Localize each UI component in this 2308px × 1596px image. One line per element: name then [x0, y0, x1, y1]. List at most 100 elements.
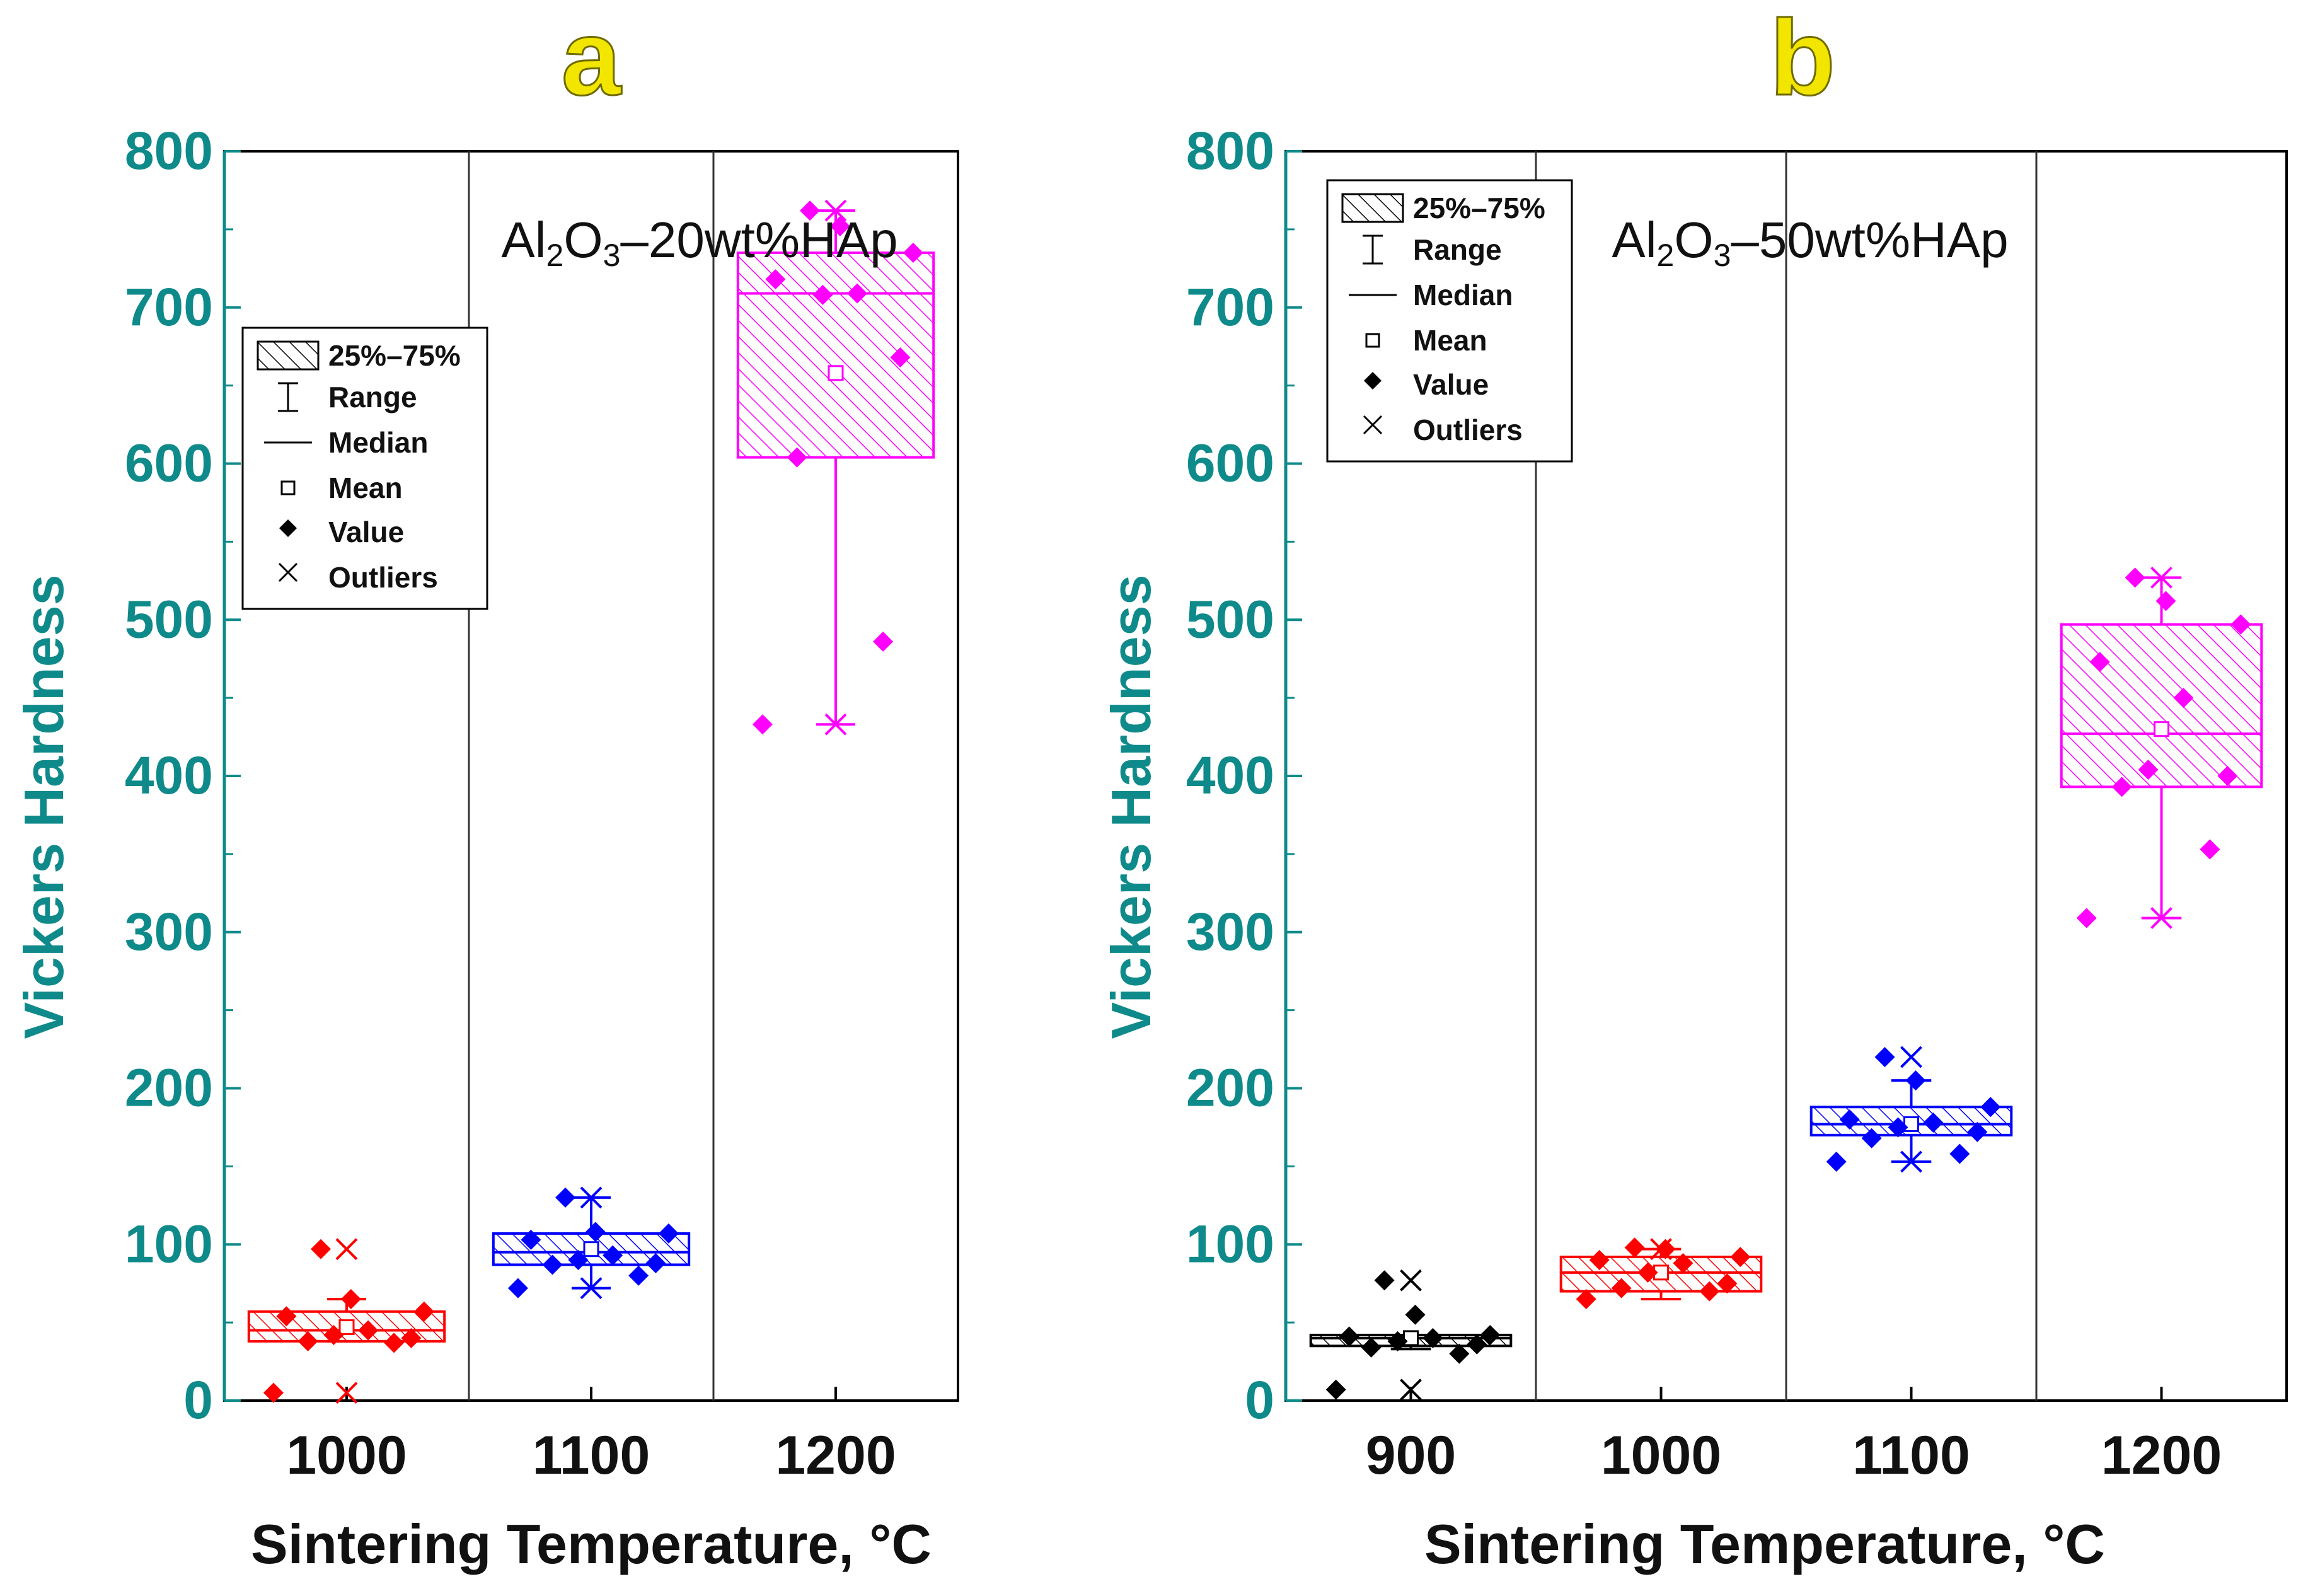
- composition-part: Al: [501, 212, 546, 268]
- value-point: [645, 1252, 666, 1273]
- value-point: [1361, 1337, 1382, 1358]
- value-point: [1374, 1270, 1395, 1291]
- outlier-marker: [2150, 566, 2172, 589]
- y-tick-label: 300: [1186, 902, 1274, 961]
- outlier-marker: [335, 1238, 358, 1261]
- x-axis-label: Sintering Temperature, °C: [251, 1513, 932, 1575]
- outlier-marker: [2150, 907, 2172, 929]
- value-point: [1717, 1273, 1738, 1294]
- legend: 25%–75% Range Median Mean Value Outliers: [1326, 179, 1573, 463]
- mean-marker: [2154, 721, 2169, 737]
- value-point: [1923, 1113, 1944, 1133]
- value-point: [1611, 1278, 1632, 1298]
- x-tick-label: 1100: [1852, 1425, 1970, 1486]
- value-point: [1888, 1117, 1908, 1138]
- y-tick-label: 200: [1186, 1058, 1274, 1118]
- value-point: [787, 447, 807, 468]
- value-point: [603, 1245, 623, 1266]
- outlier-marker: [1900, 1046, 1922, 1068]
- value-point: [263, 1382, 284, 1403]
- outlier-marker: [1900, 1150, 1922, 1173]
- legend-value-icon: [279, 519, 297, 537]
- legend-swatch-iqr: [257, 340, 320, 371]
- legend-label: Value: [328, 516, 404, 548]
- legend-label: Mean: [328, 471, 403, 504]
- y-tick-label: 400: [125, 746, 213, 805]
- x-tick-label: 900: [1366, 1425, 1457, 1486]
- value-point: [311, 1239, 332, 1259]
- x-tick-label: 1100: [533, 1425, 650, 1486]
- x-tick-label: 1000: [286, 1425, 407, 1486]
- value-point: [568, 1250, 589, 1271]
- value-point: [2230, 614, 2251, 635]
- value-point: [1467, 1334, 1487, 1355]
- value-point: [1861, 1128, 1882, 1148]
- legend-label: 25%–75%: [1413, 192, 1545, 224]
- value-point: [276, 1306, 297, 1327]
- legend-mean-icon: [280, 480, 296, 495]
- legend-swatch-iqr: [1341, 193, 1404, 223]
- composition-label: Al2O3–20wt%HAp: [501, 212, 897, 273]
- y-tick-label: 800: [1186, 121, 1274, 180]
- legend-label: Median: [328, 426, 428, 459]
- value-point: [323, 1324, 344, 1345]
- value-point: [2125, 567, 2145, 588]
- value-point: [890, 347, 911, 368]
- legend-label: 25%–75%: [328, 339, 461, 372]
- composition-label: Al2O3–50wt%HAp: [1612, 212, 2008, 273]
- legend: 25%–75% Range Median Mean Value Outliers: [241, 327, 488, 610]
- value-point: [752, 714, 773, 735]
- value-point: [2138, 760, 2159, 780]
- value-point: [658, 1223, 679, 1244]
- value-point: [1480, 1324, 1501, 1345]
- value-point: [1655, 1239, 1676, 1259]
- legend-label: Range: [1413, 233, 1502, 266]
- value-point: [1387, 1331, 1408, 1351]
- composition-part: O: [563, 212, 603, 268]
- composition-subscript: 2: [1657, 238, 1675, 273]
- legend-label: Range: [328, 381, 417, 413]
- legend-label: Outliers: [328, 561, 438, 594]
- panel-a: a Vickers Hardness Sintering Temperature…: [13, 0, 959, 1575]
- panel-label: b: [1770, 0, 1835, 118]
- value-point: [903, 243, 923, 263]
- y-tick-label: 500: [1186, 589, 1274, 649]
- panel-b: b Vickers Hardness Sintering Temperature…: [1100, 0, 2288, 1575]
- value-point: [401, 1327, 422, 1348]
- value-point: [1874, 1046, 1895, 1067]
- outlier-marker: [1400, 1379, 1422, 1401]
- mean-marker: [583, 1241, 599, 1258]
- legend-label: Mean: [1413, 324, 1487, 357]
- outlier-marker: [580, 1277, 603, 1300]
- value-point: [2089, 652, 2110, 673]
- value-point: [542, 1254, 563, 1275]
- box-iqr: [2060, 623, 2263, 789]
- y-tick-label: 700: [125, 277, 213, 337]
- value-point: [297, 1331, 318, 1351]
- legend-range-icon: [1363, 234, 1383, 265]
- y-tick-label: 100: [1186, 1214, 1274, 1273]
- legend-outlier-icon: [1363, 415, 1383, 435]
- legend-frame: [241, 327, 488, 610]
- outlier-marker: [824, 199, 847, 222]
- composition-part: –50wt%HAp: [1731, 212, 2008, 268]
- y-tick-label: 0: [183, 1370, 213, 1430]
- value-point: [812, 284, 833, 305]
- value-point: [873, 631, 894, 652]
- value-point: [1839, 1109, 1860, 1130]
- composition-part: Al: [1612, 212, 1656, 268]
- value-point: [340, 1288, 361, 1309]
- legend-label: Outliers: [1413, 413, 1523, 446]
- x-axis-label: Sintering Temperature, °C: [1424, 1513, 2105, 1575]
- value-point: [1405, 1304, 1426, 1325]
- y-tick-label: 100: [125, 1214, 213, 1273]
- mean-marker: [1903, 1116, 1919, 1132]
- outlier-marker: [580, 1186, 603, 1209]
- value-point: [847, 283, 868, 304]
- y-tick-label: 200: [125, 1058, 213, 1118]
- legend-label: Value: [1413, 368, 1489, 401]
- legend-label: Median: [1413, 279, 1513, 311]
- value-point: [829, 216, 850, 236]
- composition-subscript: 2: [546, 238, 564, 273]
